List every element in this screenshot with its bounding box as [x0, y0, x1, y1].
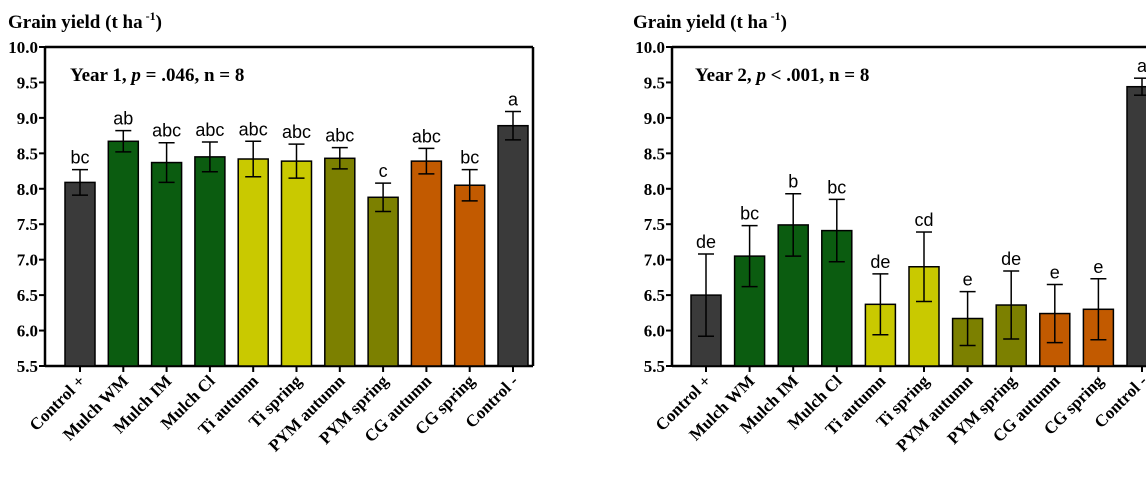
y-tick-label: 6.0: [17, 322, 38, 341]
y-tick-label: 8.0: [17, 180, 38, 199]
significance-letter: bc: [740, 204, 759, 224]
significance-letter: e: [1093, 257, 1103, 277]
significance-letter: abc: [195, 120, 224, 140]
bar: [237, 158, 269, 367]
significance-letter: de: [870, 252, 890, 272]
significance-letter: ab: [113, 109, 133, 129]
significance-letter: c: [379, 161, 388, 181]
significance-letter: e: [963, 270, 973, 290]
significance-letter: a: [1137, 56, 1146, 76]
y-tick-label: 9.5: [17, 73, 38, 92]
significance-letter: abc: [239, 119, 268, 139]
y-axis-label: Grain yield (t ha -1): [633, 9, 787, 33]
y-axis-label: Grain yield (t ha -1): [8, 9, 162, 33]
stats-annotation: Year 1, p = .046, n = 8: [70, 65, 244, 86]
y-tick-label: 10.0: [635, 38, 665, 57]
significance-letter: bc: [70, 148, 89, 168]
significance-letter: e: [1050, 262, 1060, 282]
y-tick-label: 8.0: [644, 180, 665, 199]
y-tick-label: 7.0: [644, 251, 665, 270]
significance-letter: de: [1001, 249, 1021, 269]
bar: [410, 160, 443, 367]
significance-letter: abc: [325, 126, 354, 146]
significance-letter: abc: [152, 121, 181, 141]
bar: [453, 184, 486, 367]
significance-letter: a: [508, 90, 519, 110]
bar: [64, 181, 96, 367]
bar: [150, 161, 183, 367]
significance-letter: bc: [460, 148, 479, 168]
chart-panel-1: Grain yield (t ha -1) 5.5 6.0 6.5 7.0 7.5 8.0 8…: [8, 9, 535, 455]
bar: [497, 124, 529, 367]
y-tick-label: 7.0: [17, 251, 38, 270]
y-tick-label: 5.5: [17, 357, 38, 376]
y-tick-label: 6.0: [644, 322, 665, 341]
y-tick-label: 5.5: [644, 357, 665, 376]
bar: [367, 196, 399, 367]
significance-letter: cd: [914, 210, 933, 230]
y-tick-label: 9.0: [17, 109, 38, 128]
significance-letter: de: [696, 232, 716, 252]
significance-letter: bc: [827, 177, 846, 197]
y-tick-label: 6.5: [17, 286, 38, 305]
bar: [194, 156, 226, 367]
y-tick-label: 6.5: [644, 286, 665, 305]
stats-annotation: Year 2, p < .001, n = 8: [695, 65, 869, 86]
bar: [1126, 85, 1146, 367]
significance-letter: abc: [412, 126, 441, 146]
bar: [107, 140, 140, 367]
y-tick-label: 10.0: [8, 38, 38, 57]
bar: [324, 157, 356, 367]
y-tick-label: 7.5: [17, 215, 38, 234]
significance-letter: b: [788, 172, 798, 192]
bar: [280, 160, 313, 367]
y-tick-label: 7.5: [644, 215, 665, 234]
chart-panel-2: Grain yield (t ha -1) 5.5 6.0 6.5 7.0 7.5 8.0 8…: [633, 9, 1146, 455]
y-tick-label: 8.5: [644, 144, 665, 163]
y-tick-label: 9.5: [644, 73, 665, 92]
significance-letter: abc: [282, 122, 311, 142]
y-tick-label: 8.5: [17, 144, 38, 163]
y-tick-label: 9.0: [644, 109, 665, 128]
